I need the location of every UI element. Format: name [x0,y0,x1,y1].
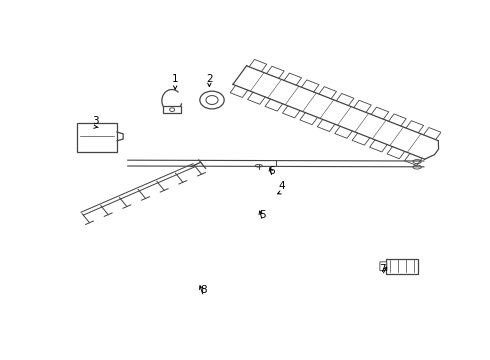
FancyBboxPatch shape [386,258,418,274]
Text: 7: 7 [379,264,386,274]
Text: 2: 2 [206,74,213,84]
FancyBboxPatch shape [77,123,117,152]
Circle shape [206,96,218,104]
Text: 1: 1 [172,74,178,84]
Circle shape [200,91,224,109]
Ellipse shape [413,159,421,163]
Ellipse shape [413,165,421,169]
Text: 5: 5 [259,210,266,220]
FancyBboxPatch shape [380,262,387,271]
Text: 3: 3 [92,116,99,126]
Text: 4: 4 [278,181,285,191]
FancyBboxPatch shape [163,106,181,113]
Circle shape [170,108,174,112]
Text: 8: 8 [200,285,207,296]
Ellipse shape [255,164,262,167]
Text: 6: 6 [269,166,275,176]
